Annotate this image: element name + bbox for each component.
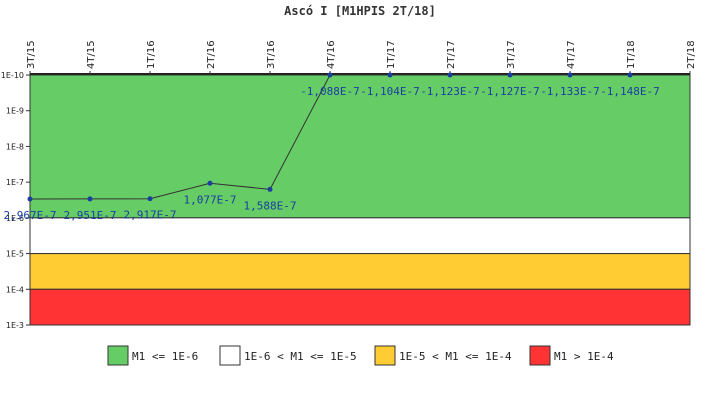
band-1	[29, 217, 691, 255]
data-label: -1,148E-7	[600, 85, 660, 98]
data-point	[267, 186, 273, 192]
x-tick-label: 2T/16	[206, 40, 217, 69]
legend-swatch	[219, 345, 241, 366]
data-label: 2,917E-7	[124, 209, 177, 222]
data-point	[327, 72, 333, 78]
y-tick-label: 1E-7	[6, 178, 24, 187]
y-tick-label: 1E-5	[6, 250, 24, 259]
band-0	[29, 74, 691, 219]
data-label: 1,077E-7	[184, 193, 237, 206]
data-point	[507, 72, 513, 78]
data-point	[567, 72, 573, 78]
legend-label: 1E-6 < M1 <= 1E-5	[244, 350, 357, 363]
x-tick-label: 1T/17	[386, 40, 397, 69]
band-3	[29, 288, 691, 326]
data-label: 1,588E-7	[244, 199, 297, 212]
legend-label: 1E-5 < M1 <= 1E-4	[399, 350, 512, 363]
x-tick-label: 2T/17	[446, 40, 457, 69]
x-tick-label: 2T/18	[686, 40, 697, 69]
data-label: -1,127E-7	[480, 85, 540, 98]
legend-label: M1 > 1E-4	[554, 350, 614, 363]
y-tick-label: 1E-8	[6, 142, 24, 151]
y-tick-label: 1E-6	[6, 214, 24, 223]
x-tick-label: 4T/15	[86, 40, 97, 69]
legend-swatch	[107, 345, 129, 366]
legend-swatch	[529, 345, 551, 366]
data-label: -1,104E-7	[360, 85, 420, 98]
legend-swatch	[374, 345, 396, 366]
band-2	[29, 253, 691, 290]
data-label: -1,133E-7	[540, 85, 600, 98]
data-label: 2,967E-7	[4, 209, 57, 222]
y-tick-label: 1E-4	[6, 285, 24, 294]
x-tick-label: 4T/16	[326, 40, 337, 69]
x-tick-label: 3T/15	[26, 40, 37, 69]
data-point	[627, 72, 633, 78]
x-tick-label: 1T/16	[146, 40, 157, 69]
data-label: 2,951E-7	[64, 209, 117, 222]
y-tick-label: 1E-9	[6, 107, 24, 116]
legend-label: M1 <= 1E-6	[132, 350, 198, 363]
x-tick-label: 4T/17	[566, 40, 577, 69]
x-tick-label: 1T/18	[626, 40, 637, 69]
data-point	[27, 196, 33, 202]
y-tick-label: 1E-10	[1, 71, 24, 80]
data-point	[387, 72, 393, 78]
x-tick-label: 3T/16	[266, 40, 277, 69]
data-point	[207, 180, 213, 186]
data-label: -1,088E-7	[300, 85, 360, 98]
y-tick-label: 1E-3	[6, 321, 24, 330]
data-point	[147, 196, 153, 202]
data-label: -1,123E-7	[420, 85, 480, 98]
data-point	[87, 196, 93, 202]
x-tick-label: 3T/17	[506, 40, 517, 69]
data-point	[447, 72, 453, 78]
chart-title: Ascó I [M1HPIS 2T/18]	[284, 4, 436, 18]
